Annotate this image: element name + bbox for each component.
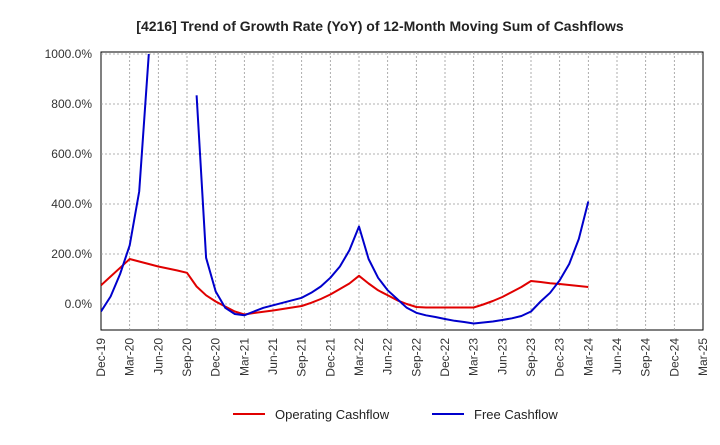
x-tick-label: Sep-22: [409, 338, 423, 377]
x-tick-label: Dec-19: [94, 338, 108, 377]
x-tick-label: Mar-24: [581, 338, 595, 376]
x-tick-label: Mar-21: [237, 338, 251, 376]
x-tick-label: Dec-22: [438, 338, 452, 377]
x-tick-label: Sep-20: [180, 338, 194, 377]
series-line-operating-cashflow: [101, 258, 589, 316]
x-tick-label: Dec-20: [209, 338, 223, 377]
x-tick-label: Mar-23: [467, 338, 481, 376]
x-tick-label: Jun-21: [266, 338, 280, 375]
x-tick-label: Sep-23: [524, 338, 538, 377]
x-tick-label: Jun-23: [495, 338, 509, 375]
x-tick-label: Jun-24: [610, 338, 624, 375]
series-line-free-cashflow: [101, 53, 150, 313]
chart-title: [4216] Trend of Growth Rate (YoY) of 12-…: [136, 18, 624, 34]
x-tick-label: Sep-21: [295, 338, 309, 377]
grid-lines: [101, 52, 703, 330]
legend: Operating Cashflow Free Cashflow: [233, 407, 558, 422]
y-tick-label: 600.0%: [51, 147, 92, 161]
series-lines: [101, 53, 590, 325]
y-tick-label: 800.0%: [51, 97, 92, 111]
x-tick-label: Dec-24: [667, 338, 681, 377]
x-tick-label: Mar-22: [352, 338, 366, 376]
x-tick-label: Sep-24: [639, 338, 653, 377]
x-tick-label: Mar-20: [123, 338, 137, 376]
axes: 0.0% 200.0% 400.0% 600.0% 800.0% 1000.0% Dec-1…: [45, 47, 710, 377]
plot-area: [100, 51, 704, 331]
x-tick-label: Jun-22: [381, 338, 395, 375]
x-tick-label: Mar-25: [696, 338, 710, 376]
y-tick-label: 1000.0%: [45, 47, 93, 61]
x-tick-label: Dec-21: [323, 338, 337, 377]
y-tick-label: 200.0%: [51, 247, 92, 261]
y-tick-label: 0.0%: [65, 297, 93, 311]
series-line-free-cashflow: [195, 95, 590, 325]
x-tick-label: Dec-23: [553, 338, 567, 377]
x-tick-label: Jun-20: [151, 338, 165, 375]
legend-label: Free Cashflow: [474, 407, 558, 422]
y-tick-label: 400.0%: [51, 197, 92, 211]
legend-label: Operating Cashflow: [275, 407, 390, 422]
